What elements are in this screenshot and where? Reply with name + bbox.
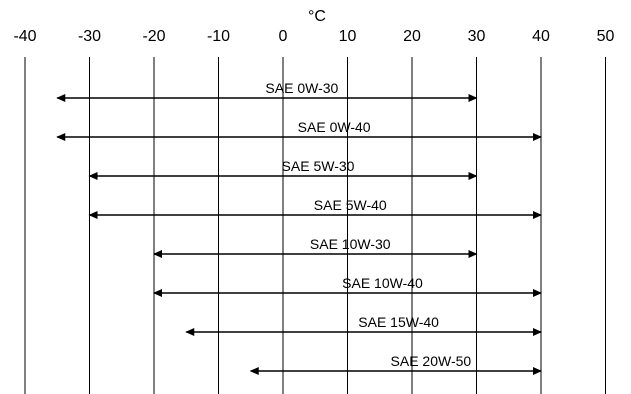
range-label: SAE 20W-50 [391,353,472,369]
x-tick-label: 0 [279,28,288,45]
range-band: SAE 15W-40 [185,314,542,336]
range-band: SAE 10W-30 [153,236,478,258]
x-tick-label: 10 [339,28,357,45]
range-band: SAE 5W-30 [88,158,478,180]
x-tick-label: 20 [403,28,421,45]
x-tick-label: -40 [13,28,36,45]
x-tick-label: 30 [468,28,486,45]
x-tick-label: 40 [532,28,550,45]
x-tick-label: -10 [207,28,230,45]
range-label: SAE 5W-40 [314,197,387,213]
range-label: SAE 10W-40 [342,275,423,291]
range-label: SAE 0W-40 [298,119,371,135]
x-tick-label: -20 [142,28,165,45]
range-label: SAE 5W-30 [282,158,355,174]
range-label: SAE 10W-30 [310,236,391,252]
range-band: SAE 0W-30 [56,80,478,102]
range-bands: SAE 0W-30 SAE 0W-40 SAE 5W-30 SAE 5W-40 SAE … [56,80,542,375]
x-tick-label: 50 [597,28,615,45]
x-axis-ticks: -40 -30 -20 -10 0 10 20 30 40 50 [13,28,614,45]
range-band: SAE 20W-50 [249,353,542,375]
range-label: SAE 0W-30 [265,80,338,96]
grid [24,57,606,394]
range-band: SAE 5W-40 [88,197,542,219]
unit-label: °C [308,8,326,25]
range-label: SAE 15W-40 [358,314,439,330]
x-tick-label: -30 [78,28,101,45]
range-band: SAE 10W-40 [153,275,542,297]
range-band: SAE 0W-40 [56,119,542,141]
